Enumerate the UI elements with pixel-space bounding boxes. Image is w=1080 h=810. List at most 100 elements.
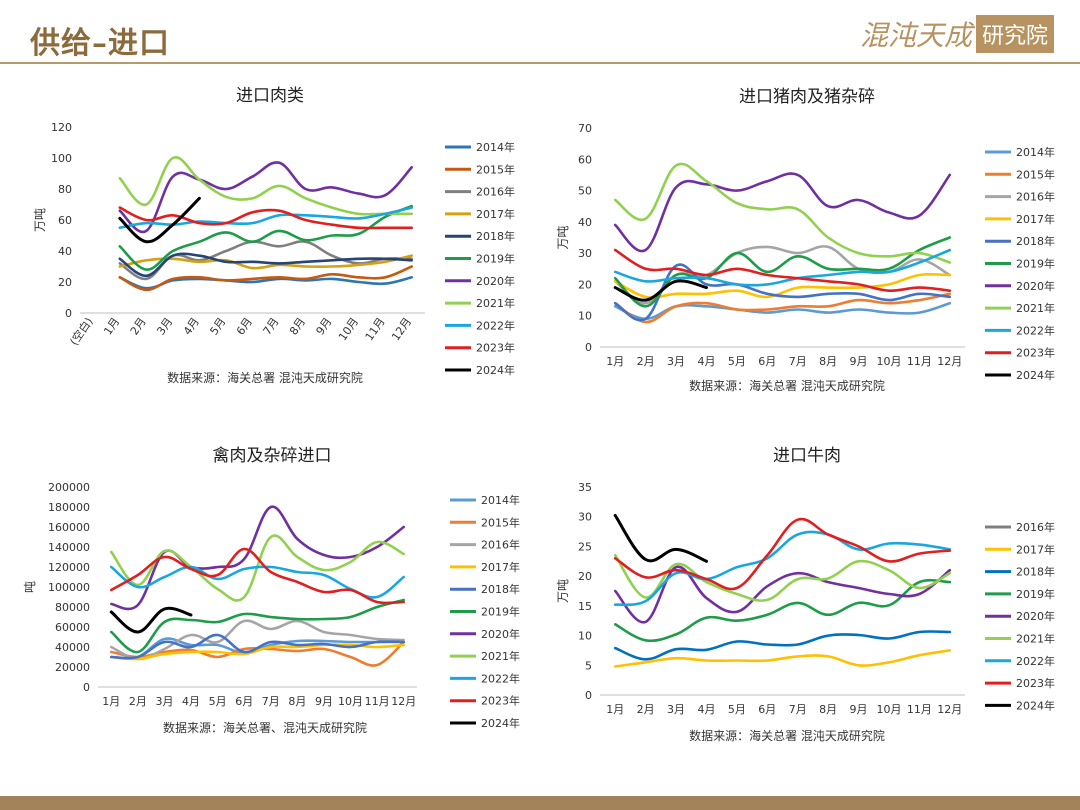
y-tick-label: 40	[58, 245, 72, 258]
x-tick-label: 12月	[937, 703, 962, 716]
legend-label: 2023年	[1016, 346, 1055, 360]
legend-label: 2022年	[1016, 323, 1055, 337]
x-tick-label: 9月	[850, 355, 868, 368]
legend-label: 2022年	[481, 671, 520, 685]
legend-label: 2020年	[476, 274, 515, 288]
series-line-2024年	[613, 279, 708, 302]
legend-label: 2017年	[1016, 212, 1055, 226]
y-tick-label: 30	[578, 247, 592, 260]
x-tick-label: 1月	[101, 315, 122, 337]
series-line-2020年	[613, 565, 952, 624]
legend-label: 2020年	[1016, 279, 1055, 293]
y-tick-label: 100000	[48, 581, 90, 594]
x-tick-label: 7月	[789, 355, 807, 368]
y-tick-label: 80	[58, 183, 72, 196]
legend-label: 2024年	[1016, 368, 1055, 382]
series-line-2018年	[118, 252, 413, 278]
legend-label: 2022年	[476, 318, 515, 332]
legend-label: 2016年	[476, 185, 515, 199]
series-line-2018年	[110, 633, 405, 660]
y-tick-label: 20	[58, 276, 72, 289]
legend-label: 2015年	[481, 515, 520, 529]
legend-label: 2018年	[476, 229, 515, 243]
y-tick-label: 0	[585, 689, 592, 702]
series-line-2020年	[613, 172, 952, 253]
series-line-2022年	[613, 248, 952, 287]
legend-label: 2020年	[1016, 609, 1055, 623]
legend-label: 2024年	[1016, 698, 1055, 712]
x-tick-label: 2月	[637, 703, 655, 716]
x-tick-label: 2月	[128, 315, 149, 337]
y-axis-label: 吨	[23, 581, 37, 593]
x-tick-label: 6月	[234, 315, 255, 337]
y-tick-label: 20	[578, 278, 592, 291]
x-tick-label: 12月	[937, 355, 962, 368]
series-line-2019年	[118, 204, 413, 271]
source-note: 数据来源：海关总署 混沌天成研究院	[689, 728, 885, 743]
legend-label: 2016年	[1016, 520, 1055, 534]
y-tick-label: 50	[578, 185, 592, 198]
legend-label: 2020年	[481, 627, 520, 641]
logo-box-text: 研究院	[975, 15, 1054, 53]
series-line-2021年	[613, 162, 952, 264]
x-tick-label: 12月	[391, 695, 416, 708]
series-line-2021年	[118, 156, 413, 216]
series-line-2024年	[613, 514, 708, 563]
legend-label: 2021年	[476, 296, 515, 310]
x-tick-label: 6月	[758, 703, 776, 716]
y-tick-label: 15	[578, 600, 592, 613]
x-tick-label: 9月	[314, 315, 335, 337]
legend-label: 2018年	[1016, 565, 1055, 579]
series-line-2016年	[110, 619, 405, 661]
x-tick-label: 1月	[606, 703, 624, 716]
chart-title: 进口牛肉	[773, 446, 841, 466]
y-tick-label: 180000	[48, 501, 90, 514]
legend-label: 2017年	[476, 207, 515, 221]
x-tick-label: 4月	[182, 695, 200, 708]
x-tick-label: 4月	[181, 315, 202, 337]
legend-label: 2019年	[476, 252, 515, 266]
y-tick-label: 40000	[55, 641, 90, 654]
x-tick-label: 10月	[338, 695, 363, 708]
chart-title: 禽肉及杂碎进口	[213, 446, 332, 466]
x-tick-label: 1月	[606, 355, 624, 368]
series-line-2018年	[613, 263, 952, 322]
y-tick-label: 25	[578, 540, 592, 553]
source-note: 数据来源：海关总署 混沌天成研究院	[167, 370, 363, 385]
legend-label: 2024年	[481, 716, 520, 730]
y-tick-label: 5	[585, 659, 592, 672]
x-tick-label: 6月	[758, 355, 776, 368]
y-tick-label: 200000	[48, 481, 90, 494]
x-tick-label: 10月	[336, 315, 361, 343]
header-divider	[0, 62, 1080, 64]
x-tick-label: 7月	[261, 315, 282, 337]
series-line-2023年	[613, 517, 952, 591]
x-tick-label: 5月	[728, 703, 746, 716]
series-line-2023年	[110, 547, 405, 605]
y-axis-label: 万吨	[556, 225, 570, 249]
y-tick-label: 160000	[48, 521, 90, 534]
legend-label: 2023年	[476, 341, 515, 355]
x-tick-label: 4月	[697, 355, 715, 368]
legend-label: 2015年	[1016, 167, 1055, 181]
x-tick-label: 3月	[154, 315, 175, 337]
chart-title: 进口肉类	[236, 86, 304, 106]
x-tick-label: 8月	[819, 703, 837, 716]
series-line-2023年	[613, 248, 952, 293]
x-tick-label: 12月	[389, 315, 414, 343]
x-tick-label: 2月	[129, 695, 147, 708]
page-title: 供给–进口	[30, 26, 170, 61]
legend-label: 2019年	[481, 605, 520, 619]
x-tick-label: 3月	[667, 355, 685, 368]
y-tick-label: 80000	[55, 601, 90, 614]
y-tick-label: 100	[51, 152, 72, 165]
y-tick-label: 60	[58, 214, 72, 227]
company-logo: 混沌天成 研究院	[860, 14, 1054, 54]
y-tick-label: 120000	[48, 561, 90, 574]
legend-label: 2022年	[1016, 654, 1055, 668]
y-tick-label: 40	[578, 216, 592, 229]
x-tick-label: 5月	[728, 355, 746, 368]
series-line-2017年	[613, 272, 952, 299]
